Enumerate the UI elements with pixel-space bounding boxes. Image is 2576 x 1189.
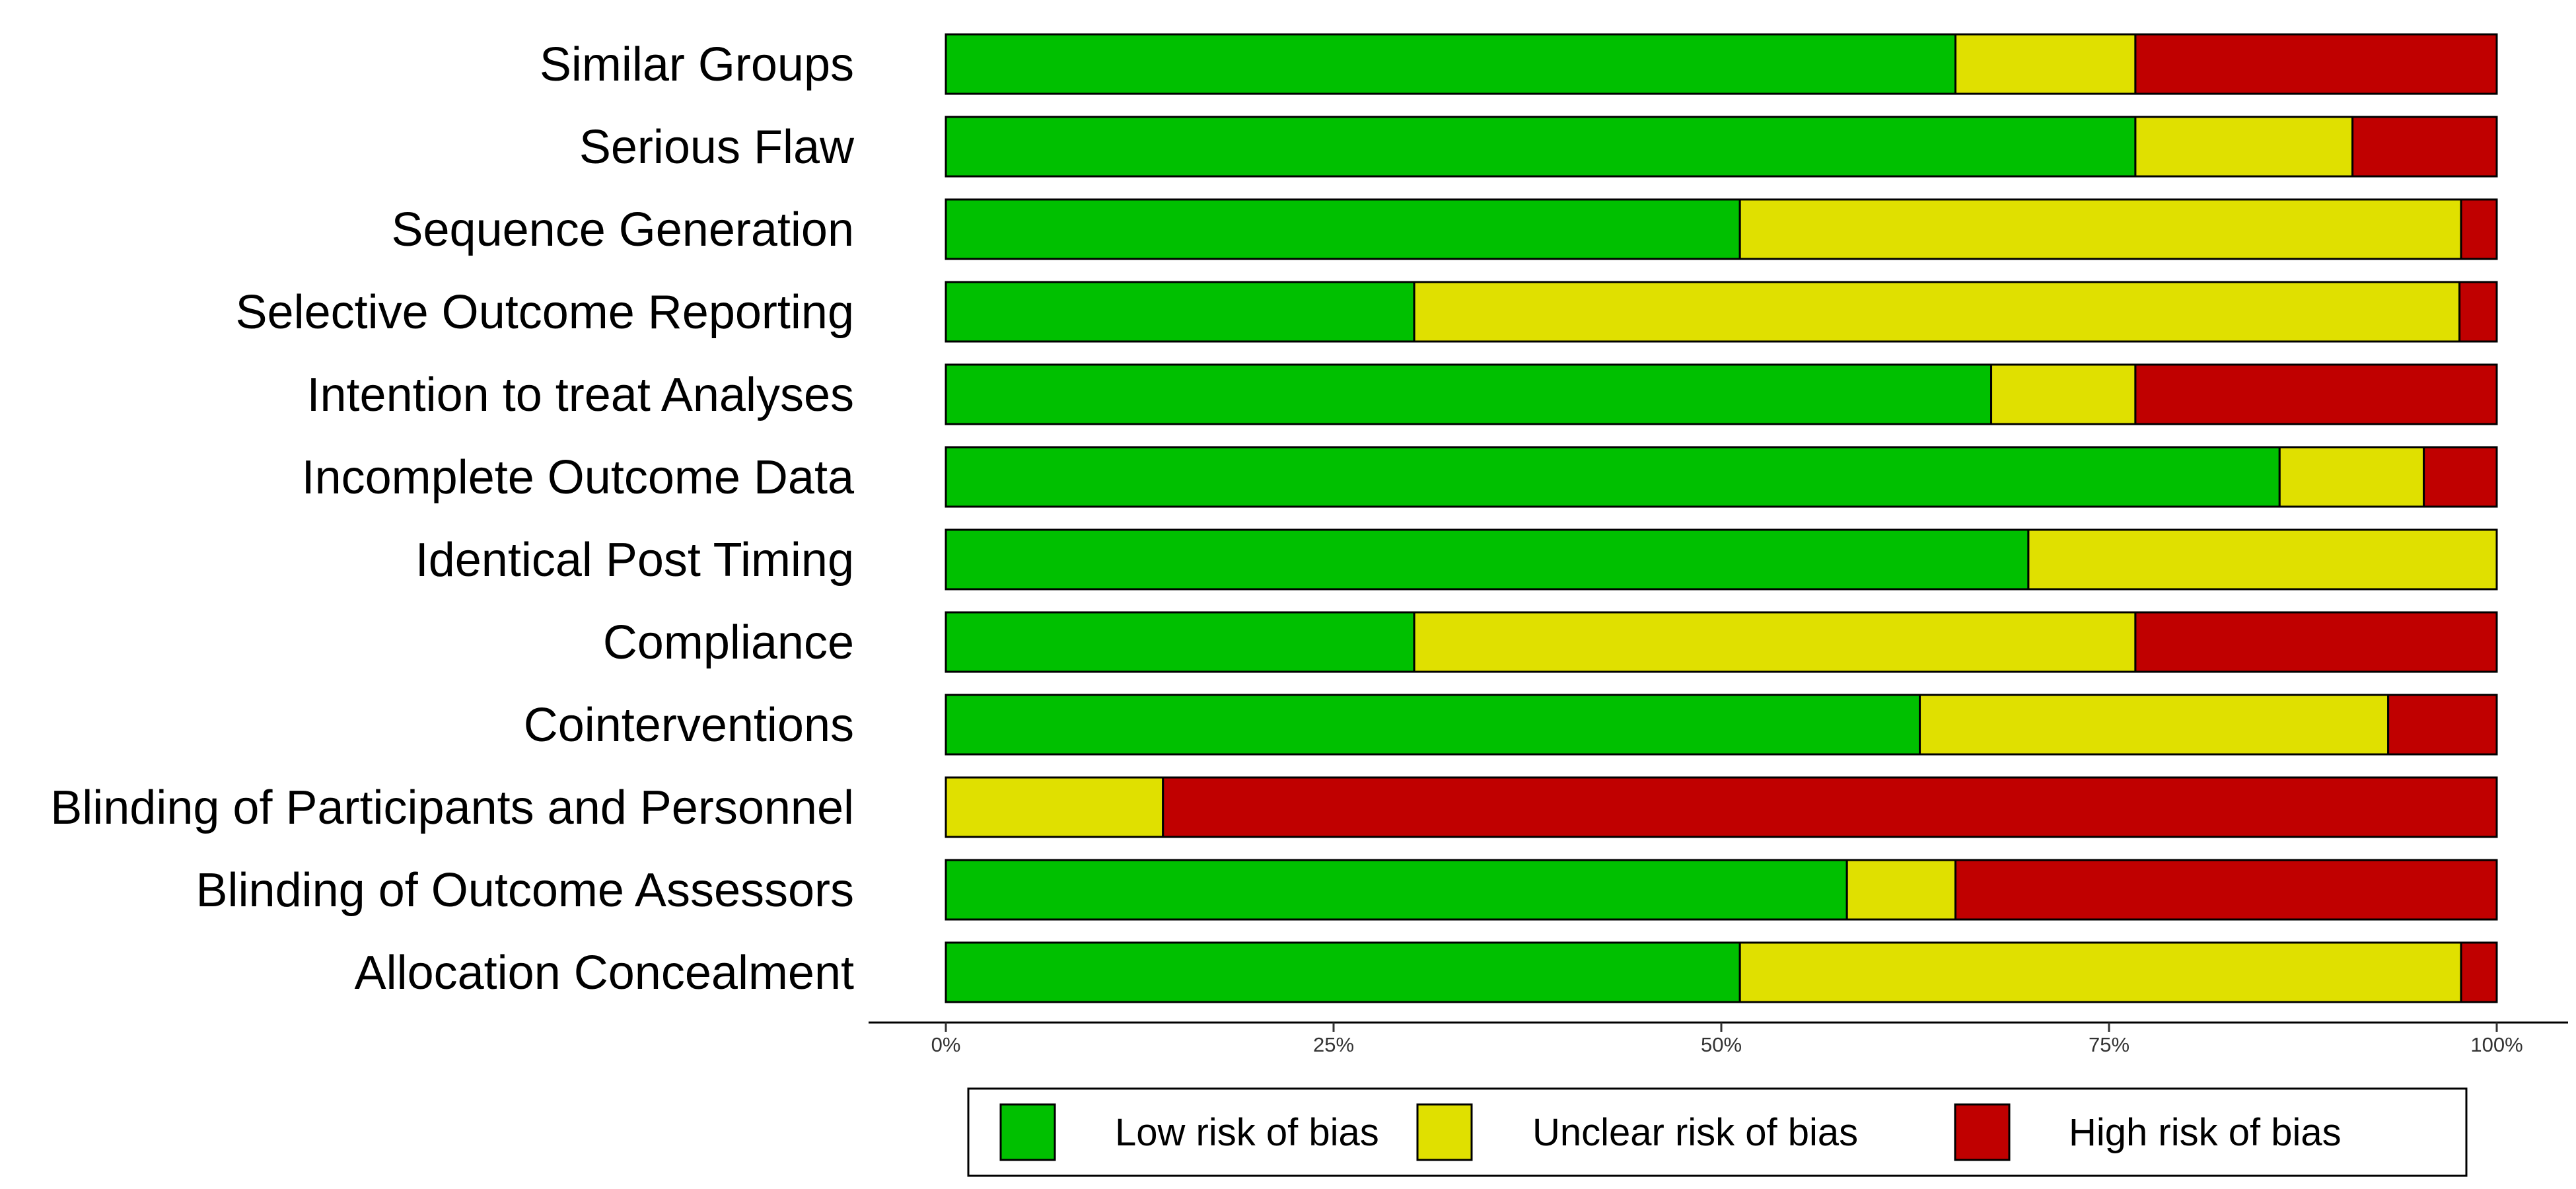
category-label: Intention to treat Analyses <box>306 369 854 421</box>
bar-segment-unclear-risk-of-bias-selective-outcome-reporting <box>1413 281 2461 343</box>
category-label: Blinding of Outcome Assessors <box>196 864 854 917</box>
legend-box <box>967 1087 2468 1177</box>
bar-segment-low-risk-of-bias-blinding-of-outcome-assessors <box>945 859 1848 921</box>
bar-row-allocation-concealment <box>945 941 2498 1003</box>
legend-item-high-risk-of-bias: High risk of bias <box>1954 1103 2342 1161</box>
bar-segment-unclear-risk-of-bias-intention-to-treat-analyses <box>1990 363 2137 425</box>
bar-row-intention-to-treat-analyses <box>945 363 2498 425</box>
bar-segment-low-risk-of-bias-serious-flaw <box>945 116 2137 178</box>
category-label: Allocation Concealment <box>355 947 854 999</box>
x-tick-label: 75% <box>2089 1033 2129 1056</box>
legend-label: Unclear risk of bias <box>1532 1111 1858 1154</box>
category-label: Incomplete Outcome Data <box>302 451 855 504</box>
bar-segment-high-risk-of-bias-similar-groups <box>2134 33 2498 95</box>
bar-segment-unclear-risk-of-bias-sequence-generation <box>1738 198 2462 260</box>
bar-segment-unclear-risk-of-bias-incomplete-outcome-data <box>2278 446 2425 508</box>
x-tick-label: 25% <box>1313 1033 1354 1056</box>
bar-segment-unclear-risk-of-bias-blinding-of-participants-and-personnel <box>945 776 1164 838</box>
bar-segment-high-risk-of-bias-sequence-generation <box>2460 198 2498 260</box>
category-label: Sequence Generation <box>391 203 854 256</box>
category-label: Similar Groups <box>540 38 854 91</box>
category-label: Cointerventions <box>524 699 854 752</box>
bar-row-incomplete-outcome-data <box>945 446 2498 508</box>
category-label: Serious Flaw <box>579 121 855 174</box>
bar-row-blinding-of-outcome-assessors <box>945 859 2498 921</box>
legend-swatch <box>1416 1103 1473 1161</box>
bar-segment-high-risk-of-bias-allocation-concealment <box>2460 941 2498 1003</box>
bar-segment-high-risk-of-bias-serious-flaw <box>2351 116 2498 178</box>
bar-segment-unclear-risk-of-bias-allocation-concealment <box>1738 941 2462 1003</box>
bar-segment-unclear-risk-of-bias-serious-flaw <box>2134 116 2354 178</box>
category-labels: Similar Groups Serious Flaw Sequence Gener… <box>50 38 855 999</box>
bar-segment-low-risk-of-bias-identical-post-timing <box>945 528 2030 591</box>
x-tick-label: 100% <box>2470 1033 2522 1056</box>
bar-segment-unclear-risk-of-bias-cointerventions <box>1919 694 2390 756</box>
legend-swatch <box>1954 1103 2011 1161</box>
bar-row-cointerventions <box>945 694 2498 756</box>
bars-layer <box>945 33 2498 1003</box>
bar-segment-low-risk-of-bias-similar-groups <box>945 33 1957 95</box>
bar-row-sequence-generation <box>945 198 2498 260</box>
x-tick-label: 50% <box>1701 1033 1742 1056</box>
bar-segment-unclear-risk-of-bias-compliance <box>1413 611 2137 673</box>
category-label: Identical Post Timing <box>415 534 854 587</box>
legend-label: High risk of bias <box>2069 1111 2342 1154</box>
legend-label: Low risk of bias <box>1115 1111 1379 1154</box>
bar-segment-high-risk-of-bias-selective-outcome-reporting <box>2458 281 2498 343</box>
category-label: Selective Outcome Reporting <box>236 286 854 339</box>
bar-row-similar-groups <box>945 33 2498 95</box>
bar-segment-high-risk-of-bias-incomplete-outcome-data <box>2423 446 2498 508</box>
bar-segment-unclear-risk-of-bias-blinding-of-outcome-assessors <box>1845 859 1957 921</box>
bar-segment-low-risk-of-bias-cointerventions <box>945 694 1921 756</box>
bar-row-compliance <box>945 611 2498 673</box>
bar-segment-low-risk-of-bias-incomplete-outcome-data <box>945 446 2281 508</box>
legend-swatch <box>999 1103 1056 1161</box>
bar-segment-high-risk-of-bias-cointerventions <box>2387 694 2498 756</box>
bar-segment-high-risk-of-bias-compliance <box>2134 611 2498 673</box>
legend: Low risk of bias Unclear risk of bias High… <box>967 1087 2468 1177</box>
x-tick-label: 0% <box>931 1033 961 1056</box>
bar-segment-high-risk-of-bias-intention-to-treat-analyses <box>2134 363 2498 425</box>
bar-row-selective-outcome-reporting <box>945 281 2498 343</box>
bar-segment-low-risk-of-bias-intention-to-treat-analyses <box>945 363 1993 425</box>
bar-row-blinding-of-participants-and-personnel <box>945 776 2498 838</box>
bar-segment-low-risk-of-bias-allocation-concealment <box>945 941 1741 1003</box>
bar-segment-low-risk-of-bias-compliance <box>945 611 1415 673</box>
bar-segment-unclear-risk-of-bias-identical-post-timing <box>2027 528 2498 591</box>
legend-item-unclear-risk-of-bias: Unclear risk of bias <box>1416 1103 1858 1161</box>
bar-row-identical-post-timing <box>945 528 2498 591</box>
category-label: Blinding of Participants and Personnel <box>50 781 854 834</box>
bar-segment-low-risk-of-bias-sequence-generation <box>945 198 1741 260</box>
bar-segment-unclear-risk-of-bias-similar-groups <box>1954 33 2137 95</box>
x-axis: 0% 25% 50% 75% 100% <box>869 1021 2568 1056</box>
bar-segment-low-risk-of-bias-selective-outcome-reporting <box>945 281 1415 343</box>
bar-segment-high-risk-of-bias-blinding-of-participants-and-personnel <box>1162 776 2498 838</box>
category-label: Compliance <box>603 616 854 669</box>
legend-item-low-risk-of-bias: Low risk of bias <box>999 1103 1379 1161</box>
bar-row-serious-flaw <box>945 116 2498 178</box>
bar-segment-high-risk-of-bias-blinding-of-outcome-assessors <box>1954 859 2498 921</box>
